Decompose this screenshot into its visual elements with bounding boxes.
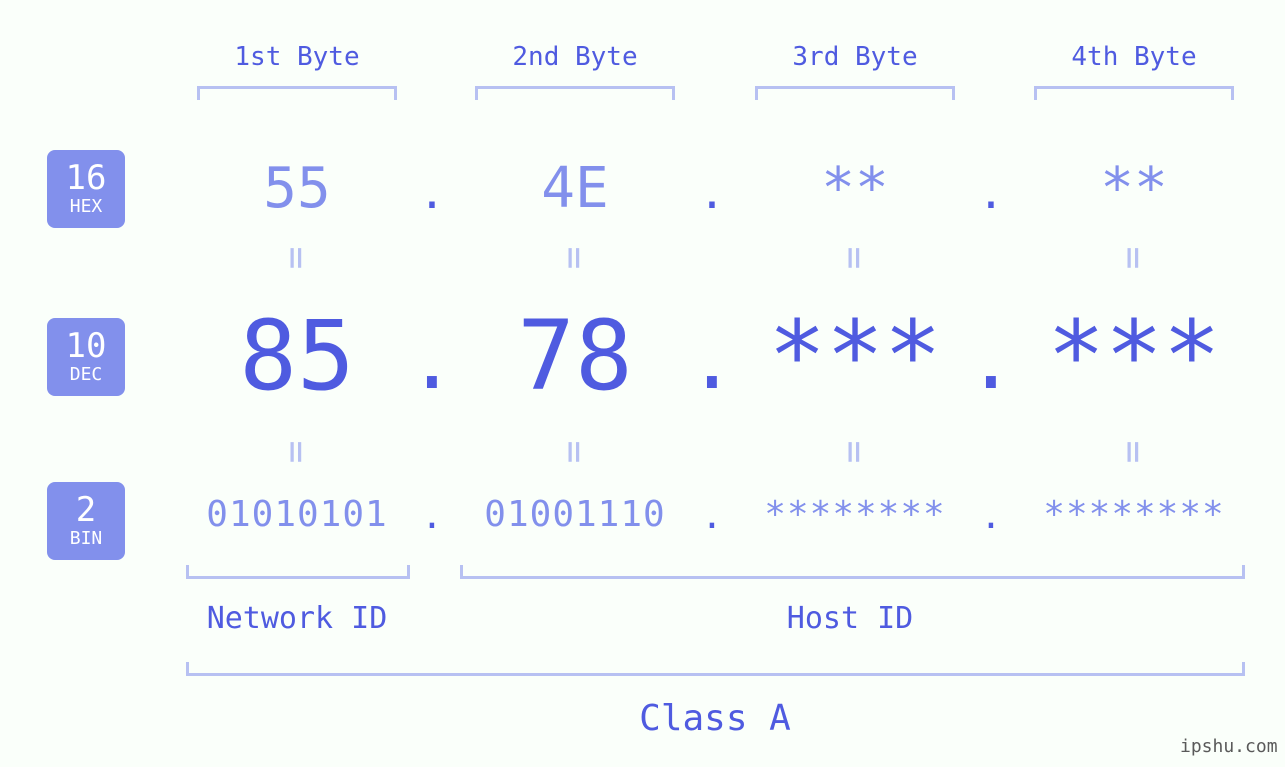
bin-badge-num: 2 bbox=[76, 493, 96, 529]
footer-credit: ipshu.com bbox=[1180, 736, 1278, 757]
hex-badge-num: 16 bbox=[66, 161, 107, 197]
bin-dot-2: . bbox=[701, 496, 723, 537]
bin-byte-2: 01001110 bbox=[484, 494, 665, 535]
dec-byte-3: *** bbox=[768, 300, 941, 412]
eq-hex-dec-4: = bbox=[1112, 247, 1156, 270]
class-bracket bbox=[186, 662, 1245, 676]
bin-dot-3: . bbox=[980, 496, 1002, 537]
dec-byte-1: 85 bbox=[239, 300, 355, 412]
dec-dot-2: . bbox=[688, 314, 736, 407]
byte-bracket-3 bbox=[755, 86, 955, 100]
byte-label-4: 4th Byte bbox=[1071, 42, 1196, 72]
eq-dec-bin-2: = bbox=[553, 441, 597, 464]
host-id-bracket bbox=[460, 565, 1245, 579]
bin-dot-1: . bbox=[421, 496, 443, 537]
hex-badge-lbl: HEX bbox=[70, 198, 103, 217]
hex-dot-1: . bbox=[419, 168, 446, 219]
hex-byte-2: 4E bbox=[541, 156, 608, 221]
byte-label-1: 1st Byte bbox=[234, 42, 359, 72]
dec-badge-num: 10 bbox=[66, 329, 107, 365]
hex-byte-3: ** bbox=[821, 156, 888, 221]
eq-dec-bin-4: = bbox=[1112, 441, 1156, 464]
hex-dot-2: . bbox=[699, 168, 726, 219]
dec-dot-3: . bbox=[967, 314, 1015, 407]
eq-hex-dec-3: = bbox=[833, 247, 877, 270]
dec-badge: 10 DEC bbox=[47, 318, 125, 396]
byte-bracket-1 bbox=[197, 86, 397, 100]
host-id-label: Host ID bbox=[787, 601, 913, 636]
eq-hex-dec-2: = bbox=[553, 247, 597, 270]
hex-byte-1: 55 bbox=[263, 156, 330, 221]
byte-bracket-2 bbox=[475, 86, 675, 100]
byte-label-2: 2nd Byte bbox=[512, 42, 637, 72]
class-label: Class A bbox=[639, 698, 791, 739]
byte-label-3: 3rd Byte bbox=[792, 42, 917, 72]
network-id-bracket bbox=[186, 565, 410, 579]
dec-byte-4: *** bbox=[1047, 300, 1220, 412]
bin-byte-1: 01010101 bbox=[206, 494, 387, 535]
eq-dec-bin-1: = bbox=[275, 441, 319, 464]
eq-hex-dec-1: = bbox=[275, 247, 319, 270]
ip-diagram: 1st Byte 2nd Byte 3rd Byte 4th Byte 16 H… bbox=[0, 0, 1285, 767]
bin-badge-lbl: BIN bbox=[70, 530, 103, 549]
hex-dot-3: . bbox=[978, 168, 1005, 219]
bin-byte-3: ******** bbox=[764, 494, 945, 535]
eq-dec-bin-3: = bbox=[833, 441, 877, 464]
byte-bracket-4 bbox=[1034, 86, 1234, 100]
dec-dot-1: . bbox=[408, 314, 456, 407]
bin-byte-4: ******** bbox=[1043, 494, 1224, 535]
dec-badge-lbl: DEC bbox=[70, 366, 103, 385]
dec-byte-2: 78 bbox=[517, 300, 633, 412]
hex-byte-4: ** bbox=[1100, 156, 1167, 221]
network-id-label: Network ID bbox=[207, 601, 388, 636]
hex-badge: 16 HEX bbox=[47, 150, 125, 228]
bin-badge: 2 BIN bbox=[47, 482, 125, 560]
